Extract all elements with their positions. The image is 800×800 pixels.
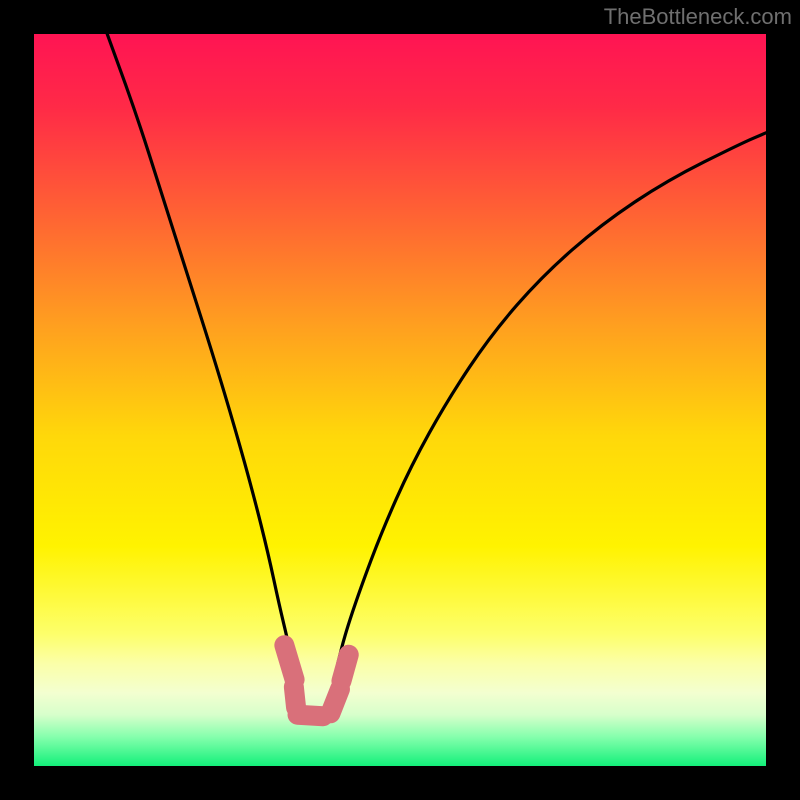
bottleneck-curve-right: [338, 133, 766, 664]
nodule-segment: [341, 655, 348, 681]
watermark-text: TheBottleneck.com: [604, 4, 792, 30]
nodule-segment: [330, 689, 340, 713]
nodule-segment: [298, 715, 324, 716]
nodule-segment: [294, 687, 296, 707]
highlight-nodules: [284, 645, 348, 716]
bottleneck-curve-left: [107, 34, 292, 664]
plot-area: [34, 34, 766, 766]
nodule-segment: [284, 645, 294, 679]
figure-canvas: TheBottleneck.com: [0, 0, 800, 800]
curve-layer: [34, 34, 766, 766]
